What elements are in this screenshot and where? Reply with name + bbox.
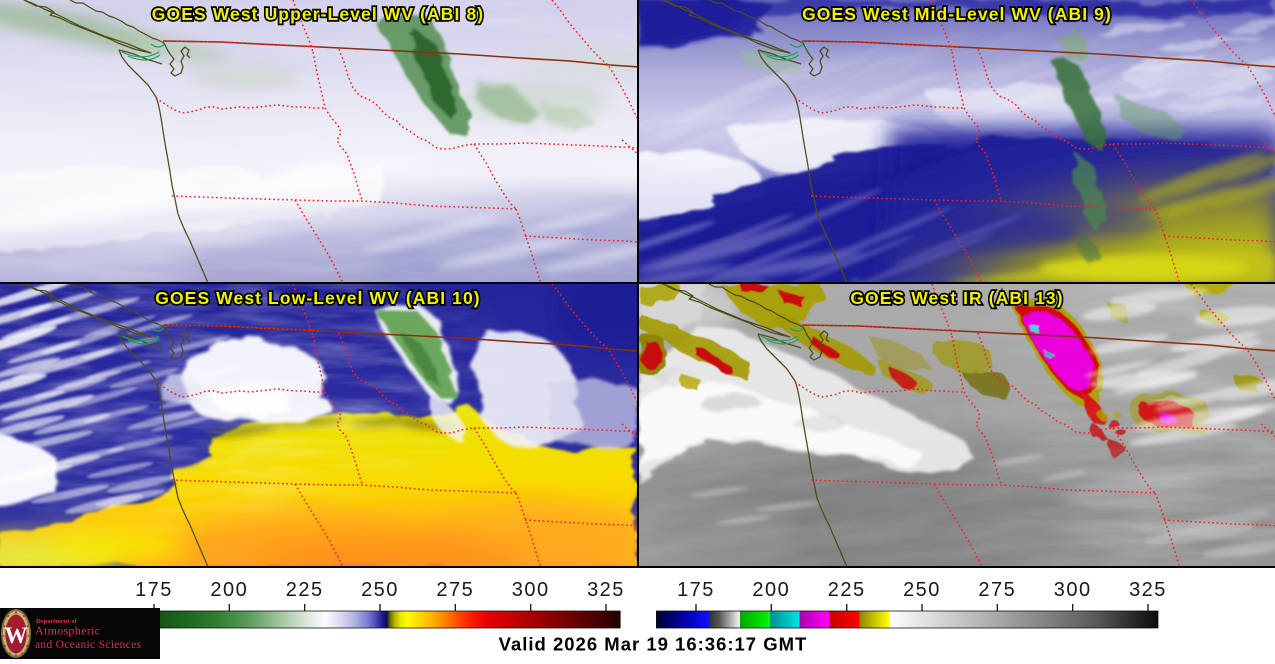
svg-text:225: 225 [286, 579, 324, 601]
svg-text:175: 175 [677, 579, 715, 601]
svg-text:GOES West Mid-Level WV (ABI 9): GOES West Mid-Level WV (ABI 9) [802, 4, 1112, 24]
svg-text:and Oceanic Sciences: and Oceanic Sciences [35, 639, 141, 651]
svg-text:GOES West Low-Level WV (ABI 10: GOES West Low-Level WV (ABI 10) [155, 288, 481, 308]
svg-text:200: 200 [752, 579, 790, 601]
svg-text:GOES West Upper-Level WV (ABI: GOES West Upper-Level WV (ABI 8) [152, 4, 484, 24]
svg-text:Valid 2026 Mar 19 16:36:17 GMT: Valid 2026 Mar 19 16:36:17 GMT [499, 634, 808, 655]
svg-text:300: 300 [1054, 579, 1092, 601]
svg-text:175: 175 [135, 579, 173, 601]
svg-text:325: 325 [587, 579, 625, 601]
svg-text:250: 250 [903, 579, 941, 601]
svg-text:Atmospheric: Atmospheric [35, 624, 100, 638]
svg-text:275: 275 [436, 579, 474, 601]
svg-text:200: 200 [210, 579, 248, 601]
svg-text:300: 300 [512, 579, 550, 601]
svg-text:GOES West IR (ABI 13): GOES West IR (ABI 13) [850, 288, 1063, 308]
svg-text:W: W [5, 623, 28, 648]
svg-text:275: 275 [978, 579, 1016, 601]
svg-text:325: 325 [1129, 579, 1167, 601]
svg-text:225: 225 [828, 579, 866, 601]
svg-text:Department of: Department of [36, 618, 77, 625]
svg-text:250: 250 [361, 579, 399, 601]
